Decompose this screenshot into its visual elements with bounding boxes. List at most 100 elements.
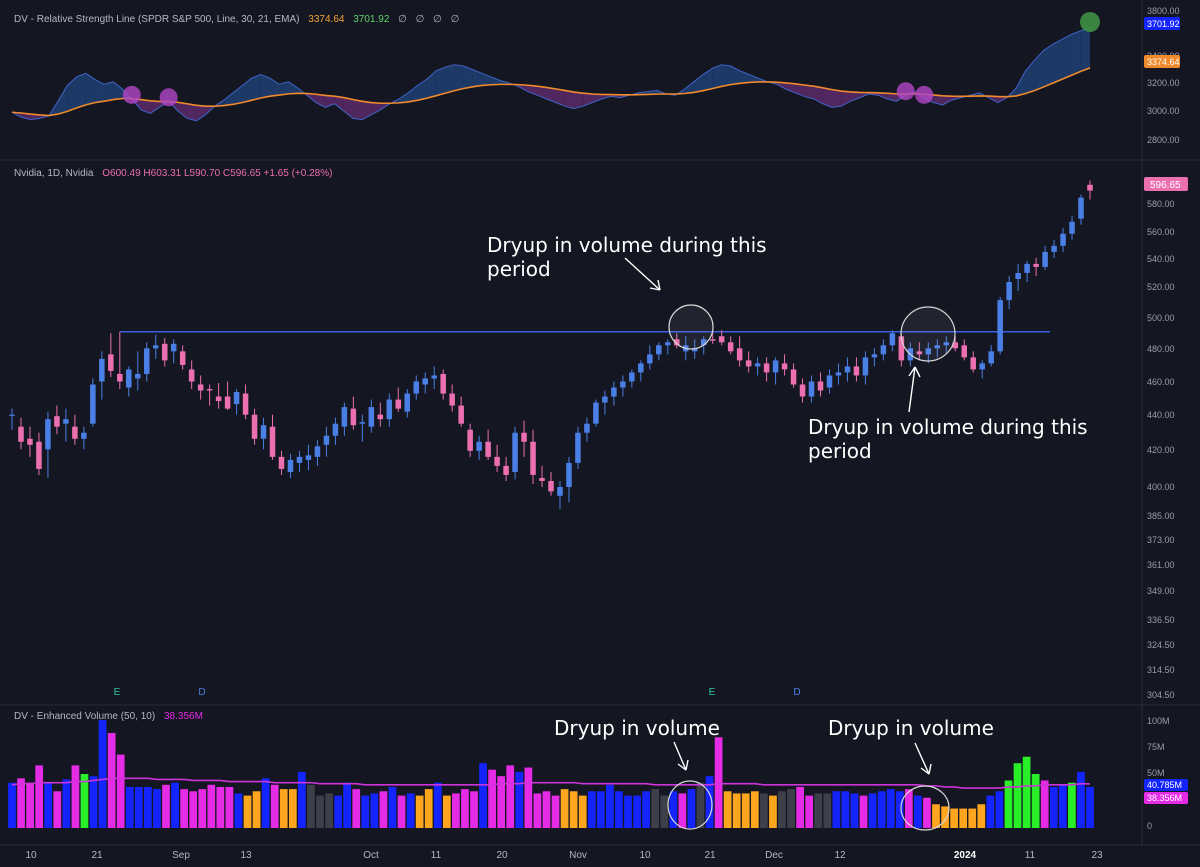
price-last-value-label: 596.65 <box>1150 180 1181 191</box>
rs-fill-segment <box>260 74 270 99</box>
price-axis: 580.00 560.00 540.00 520.00 500.00 480.0… <box>1147 199 1175 700</box>
price-pane-title: Nvidia, 1D, Nvidia <box>14 168 94 179</box>
candle-body <box>952 342 959 349</box>
rs-fill-segment <box>592 94 602 103</box>
candle-body <box>152 345 159 349</box>
candle-body <box>503 465 509 475</box>
candle-body <box>970 357 976 370</box>
volume-bar <box>868 793 877 828</box>
candle-body <box>700 339 707 346</box>
candle-body <box>108 354 114 371</box>
rs-fill-segment <box>94 79 105 103</box>
candle-body <box>422 378 428 385</box>
price-axis-tick: 385.00 <box>1147 511 1175 521</box>
volume-bar <box>461 789 469 828</box>
candle-body <box>647 354 653 364</box>
volume-bar <box>615 791 623 828</box>
candle-body <box>566 462 572 487</box>
candle-body <box>557 487 563 496</box>
volume-bar <box>134 786 143 828</box>
rs-fill-segment <box>463 66 473 89</box>
price-pane-ohlc: O600.49 H603.31 L590.70 C596.65 +1.65 (+… <box>102 168 333 179</box>
price-axis-tick: 480.00 <box>1147 344 1175 354</box>
candle-body <box>90 384 96 424</box>
rs-new-high-dot <box>896 82 915 101</box>
rs-fill-segment <box>1034 50 1044 91</box>
candle-body <box>925 348 932 355</box>
volume-bar <box>642 791 650 828</box>
time-axis-label: 20 <box>496 850 508 861</box>
volume-bar <box>316 795 324 828</box>
volume-bar <box>116 754 125 828</box>
rs-axis-tick: 3800.00 <box>1147 6 1180 16</box>
volume-bar <box>216 786 225 828</box>
rs-axis-tick: 3200.00 <box>1147 78 1180 88</box>
volume-bar <box>144 786 152 828</box>
rs-fill-segment <box>491 76 501 85</box>
candle-body <box>1069 221 1075 234</box>
volume-bar <box>207 784 216 828</box>
rs-fill-segment <box>1071 30 1081 76</box>
volume-bar <box>850 793 859 828</box>
candle-body <box>1024 263 1030 273</box>
volume-bar <box>180 789 188 828</box>
candle-body <box>745 360 752 367</box>
price-axis-tick: 500.00 <box>1147 313 1175 323</box>
candle-body <box>170 343 177 352</box>
candle-body <box>584 423 590 433</box>
rs-fill-segment <box>398 92 409 103</box>
candle-body <box>1042 251 1048 267</box>
volume-bar <box>832 791 841 828</box>
volume-bar <box>741 793 750 828</box>
candle-body <box>72 426 78 439</box>
candle-body <box>763 363 770 373</box>
rs-fill-segment <box>454 64 464 91</box>
volume-bar <box>506 765 515 828</box>
price-chart <box>9 180 1093 509</box>
rs-pane-extra-value: ∅ <box>433 14 442 25</box>
volume-bar <box>98 720 107 828</box>
candle-body <box>1087 184 1093 191</box>
volume-bar <box>334 795 342 828</box>
volume-bar <box>370 793 379 828</box>
rs-fill-segment <box>832 89 842 108</box>
price-pane-header: Nvidia, 1D, Nvidia O600.49 H603.31 L590.… <box>14 168 338 179</box>
volume-bar <box>533 793 542 828</box>
rs-fill-segment <box>878 92 888 99</box>
candle-body <box>278 456 285 469</box>
candle-body <box>934 345 941 349</box>
price-axis-tick: 349.00 <box>1147 586 1175 596</box>
volume-axis: 100M 75M 50M 0 40.785M 38.356M <box>1144 716 1188 831</box>
rs-line <box>11 27 1091 122</box>
candle-body <box>260 425 267 439</box>
volume-bar <box>406 793 415 828</box>
volume-bar <box>986 795 995 828</box>
rs-pane-ema-value: 3374.64 <box>308 14 345 25</box>
time-axis-label: Dec <box>765 850 783 861</box>
candle-body <box>215 396 222 402</box>
price-pane: Nvidia, 1D, Nvidia O600.49 H603.31 L590.… <box>0 160 1200 705</box>
price-axis-tick: 304.50 <box>1147 690 1175 700</box>
candle-body <box>45 419 51 450</box>
rs-fill-segment <box>445 64 455 94</box>
volume-bar <box>415 795 424 828</box>
rs-new-high-dot <box>915 85 934 104</box>
annotation-arrow <box>908 366 916 413</box>
volume-bar <box>669 791 678 828</box>
rs-fill-segment <box>251 74 261 101</box>
rs-fill-segment <box>1016 70 1026 96</box>
rs-fill-segment <box>785 82 796 93</box>
annotation-arrowhead <box>649 279 661 291</box>
rs-last-value-label: 3701.92 <box>1147 19 1180 29</box>
volume-bar <box>488 769 496 828</box>
volume-bar <box>171 782 179 828</box>
candle-body <box>81 432 87 439</box>
volume-axis-tick: 75M <box>1147 742 1165 752</box>
price-axis-tick: 336.50 <box>1147 615 1175 625</box>
rs-fill-segment <box>684 81 694 94</box>
candle-body <box>916 351 923 355</box>
volume-bar <box>198 789 207 828</box>
rs-fill-segment <box>546 87 556 103</box>
volume-bar <box>633 795 641 828</box>
time-axis-label: 11 <box>1025 850 1036 861</box>
